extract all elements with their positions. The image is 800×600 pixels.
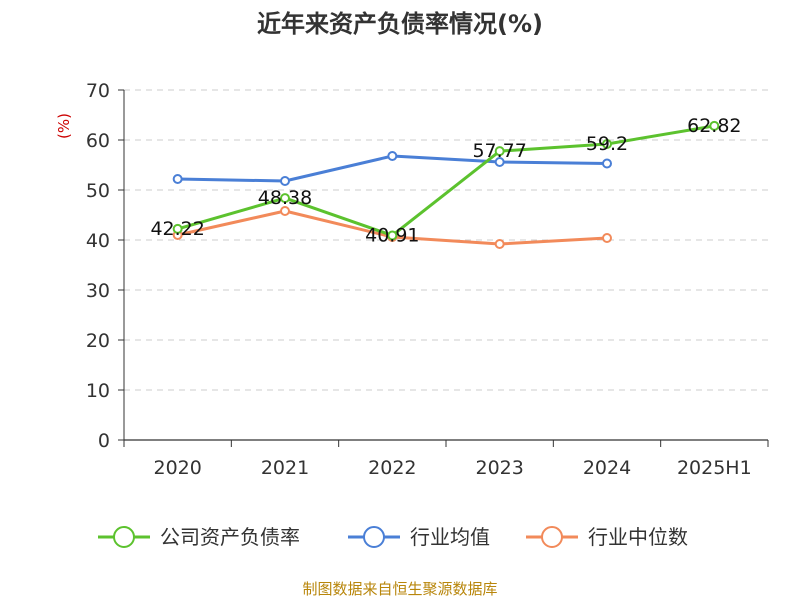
- x-tick-label: 2020: [153, 457, 201, 479]
- data-point: [280, 193, 290, 204]
- data-point: [494, 239, 505, 249]
- x-tick-label: 2023: [475, 457, 523, 479]
- x-tick-label: 2021: [261, 457, 309, 479]
- y-tick-label: 50: [86, 180, 110, 202]
- y-tick-label: 20: [86, 330, 110, 352]
- legend-swatch-marker: [541, 526, 563, 548]
- data-label: 57.77: [472, 140, 526, 162]
- data-labels: 42.22 48.38 40.91 57.77 59.2 62.82: [150, 115, 741, 247]
- data-point: [709, 120, 720, 131]
- source-note: 制图数据来自恒生聚源数据库: [302, 580, 497, 598]
- y-tick-label: 10: [86, 380, 110, 402]
- data-point: [387, 151, 398, 161]
- series-lines: [172, 120, 720, 249]
- data-point: [494, 146, 505, 157]
- data-label: 48.38: [258, 187, 312, 209]
- data-point: [280, 176, 290, 186]
- data-point: [172, 174, 183, 184]
- y-tick-label: 70: [86, 80, 110, 102]
- data-point: [172, 223, 183, 234]
- y-axis-unit-label: (%): [55, 113, 73, 139]
- x-tick-label: 2024: [583, 457, 631, 479]
- y-tick-label: 0: [98, 430, 110, 452]
- data-label: 59.2: [586, 133, 628, 155]
- legend-item-2: 行业中位数: [526, 525, 688, 549]
- legend-label: 公司资产负债率: [160, 525, 300, 549]
- legend-item-0: 公司资产负债率: [98, 525, 300, 549]
- legend-item-1: 行业均值: [348, 525, 490, 549]
- data-point: [280, 206, 290, 216]
- data-label: 40.91: [365, 224, 419, 246]
- data-point: [602, 233, 612, 243]
- data-label: 62.82: [687, 115, 741, 137]
- series-line-0: [176, 124, 716, 237]
- legend-swatch-marker: [363, 526, 385, 548]
- legend-swatch-marker: [113, 526, 135, 548]
- legend-label: 行业中位数: [588, 525, 688, 549]
- data-label: 42.22: [150, 218, 204, 240]
- axes: 0 10 20 30 40 50 60 70 2020 2021 2022 2023 2024 2025H…: [86, 80, 769, 479]
- data-point: [387, 230, 398, 241]
- y-tick-label: 40: [86, 230, 110, 252]
- y-tick-label: 60: [86, 130, 110, 152]
- data-point: [602, 139, 612, 149]
- data-point: [494, 157, 505, 167]
- x-tick-label: 2022: [368, 457, 416, 479]
- legend-label: 行业均值: [410, 525, 490, 549]
- legend: 公司资产负债率 行业均值 行业中位数: [98, 525, 688, 549]
- data-point: [602, 158, 612, 169]
- y-tick-label: 30: [86, 280, 110, 302]
- chart-title: 近年来资产负债率情况(%): [257, 10, 543, 38]
- x-tick-label: 2025H1: [677, 457, 752, 479]
